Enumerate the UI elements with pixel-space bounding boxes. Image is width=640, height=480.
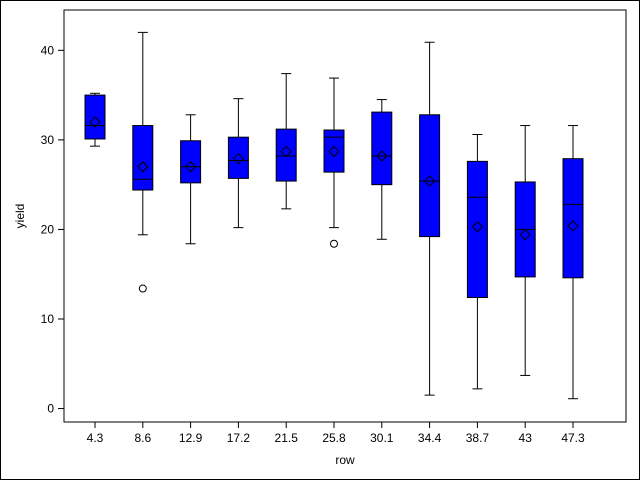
box-group — [323, 77, 345, 248]
y-tick-label: 0 — [47, 402, 54, 416]
mean-marker — [280, 145, 292, 158]
mean-marker — [184, 161, 197, 173]
iqr-box — [132, 125, 154, 191]
x-tick-label: 30.1 — [370, 431, 394, 445]
mean-marker — [328, 145, 340, 158]
x-tick-label: 17.2 — [227, 431, 251, 445]
x-tick-label: 4.3 — [87, 431, 104, 445]
y-axis-label: yield — [13, 204, 27, 229]
iqr-box — [562, 158, 584, 279]
box-group — [132, 31, 154, 293]
box-group — [562, 125, 584, 400]
x-tick-label: 43 — [519, 431, 533, 445]
outlier-point — [330, 239, 338, 248]
iqr-box — [323, 129, 345, 173]
box-group — [180, 114, 202, 245]
mean-marker — [89, 116, 101, 128]
x-tick-label: 12.9 — [179, 431, 203, 445]
box-series — [84, 31, 584, 400]
box-group — [419, 41, 441, 396]
outlier-point — [138, 284, 147, 293]
y-tick-label: 40 — [41, 43, 55, 57]
iqr-box — [227, 136, 249, 179]
box-group — [84, 92, 106, 147]
box-group — [466, 133, 488, 390]
mean-marker — [567, 220, 579, 232]
mean-marker — [423, 175, 436, 187]
mean-marker — [376, 150, 388, 162]
y-tick-label: 10 — [41, 312, 55, 326]
y-axis: 0 10 20 30 40 — [41, 43, 64, 416]
iqr-box — [275, 128, 297, 182]
plot-area — [63, 9, 627, 423]
mean-marker — [232, 152, 245, 165]
mean-marker — [519, 229, 531, 241]
iqr-box — [466, 160, 488, 299]
y-tick-label: 20 — [41, 222, 55, 236]
mean-marker — [471, 221, 484, 233]
box-group — [275, 73, 297, 210]
y-tick-label: 30 — [41, 133, 55, 147]
iqr-box — [371, 111, 393, 186]
x-axis-label: row — [335, 453, 355, 467]
x-tick-label: 47.3 — [561, 431, 585, 445]
x-tick-label: 25.8 — [322, 431, 346, 445]
mean-marker — [137, 161, 149, 173]
x-tick-label: 38.7 — [466, 431, 490, 445]
x-tick-label: 21.5 — [275, 431, 299, 445]
box-group — [371, 99, 393, 240]
x-tick-label: 34.4 — [418, 431, 442, 445]
box-group — [227, 98, 249, 229]
box-group — [514, 125, 536, 376]
x-tick-label: 8.6 — [134, 431, 151, 445]
x-axis: 4.3 8.6 12.9 17.2 21.5 25.8 30.1 34.4 38.7 43 47.3 — [87, 422, 585, 445]
